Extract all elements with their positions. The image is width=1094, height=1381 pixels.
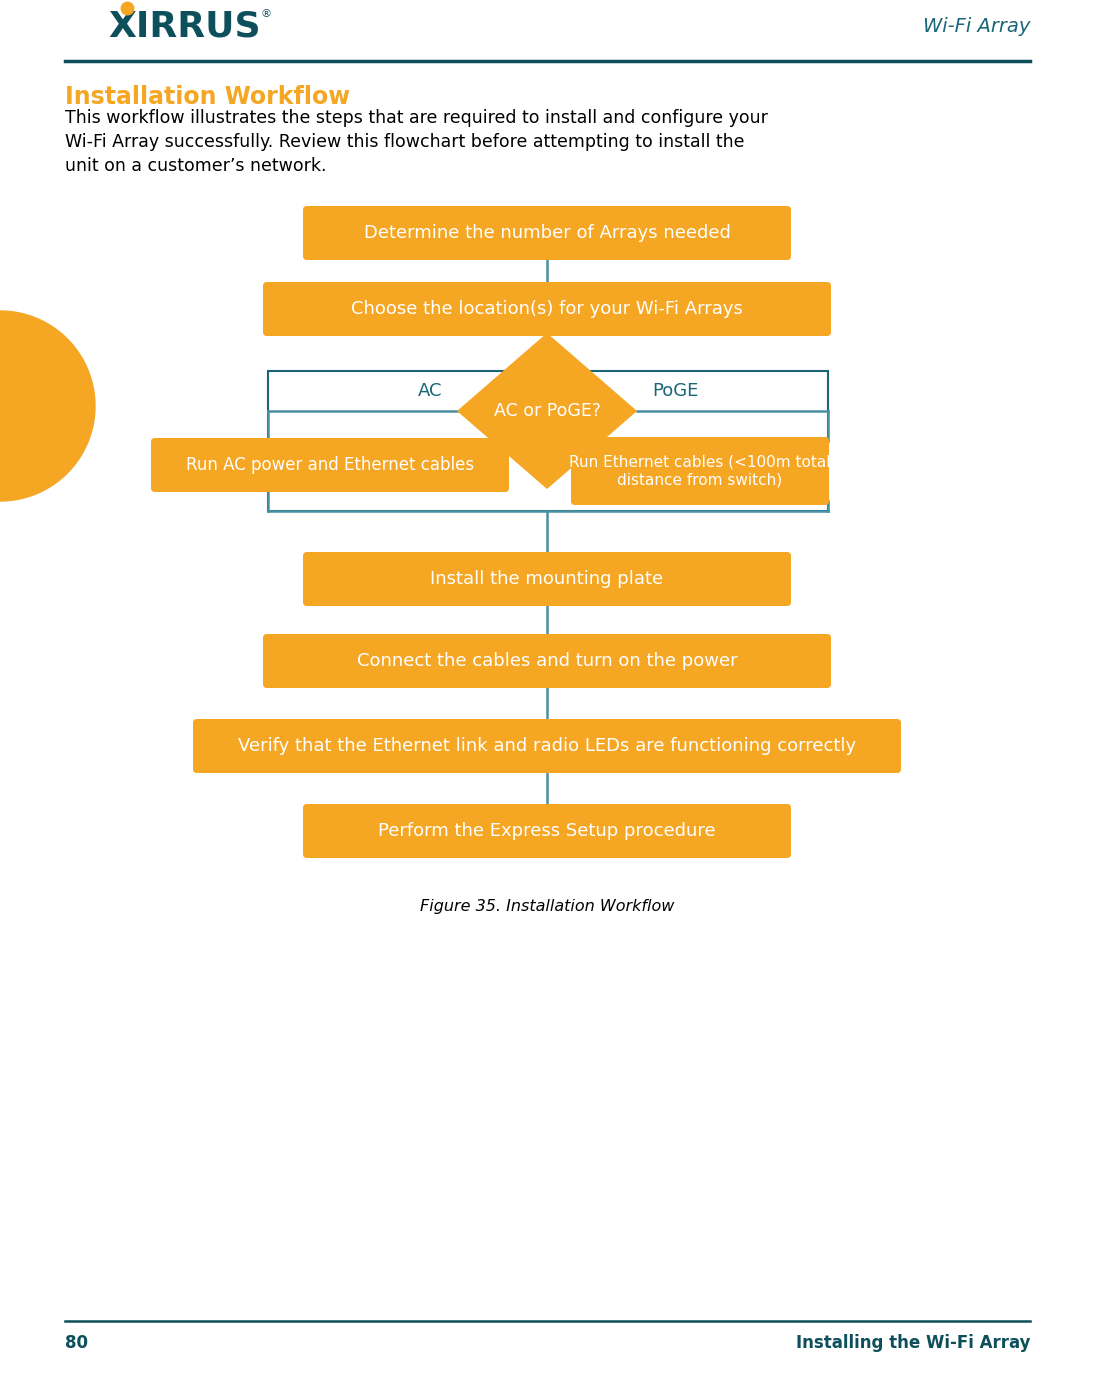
FancyBboxPatch shape [263,634,831,688]
Polygon shape [0,311,95,501]
Text: AC or PoGE?: AC or PoGE? [493,402,601,420]
FancyBboxPatch shape [571,436,829,505]
Polygon shape [457,333,637,489]
FancyBboxPatch shape [263,282,831,336]
Text: 80: 80 [65,1334,88,1352]
Text: Determine the number of Arrays needed: Determine the number of Arrays needed [363,224,731,242]
Bar [268,371,828,511]
Text: AC: AC [418,383,442,400]
Text: Run Ethernet cables (<100m total
distance from switch): Run Ethernet cables (<100m total distanc… [569,454,830,487]
Text: unit on a customer’s network.: unit on a customer’s network. [65,157,326,175]
FancyBboxPatch shape [303,804,791,858]
Text: PoGE: PoGE [652,383,698,400]
Text: Wi-Fi Array: Wi-Fi Array [922,17,1029,36]
FancyBboxPatch shape [303,552,791,606]
Text: Choose the location(s) for your Wi-Fi Arrays: Choose the location(s) for your Wi-Fi Ar… [351,300,743,318]
Text: Perform the Express Setup procedure: Perform the Express Setup procedure [379,822,715,840]
Text: Connect the cables and turn on the power: Connect the cables and turn on the power [357,652,737,670]
Text: Wi-Fi Array successfully. Review this flowchart before attempting to install the: Wi-Fi Array successfully. Review this fl… [65,133,745,151]
Text: XIRRUS: XIRRUS [108,10,261,43]
Text: ®: ® [260,10,271,19]
Text: Run AC power and Ethernet cables: Run AC power and Ethernet cables [186,456,474,474]
Text: Installing the Wi-Fi Array: Installing the Wi-Fi Array [795,1334,1029,1352]
Text: Verify that the Ethernet link and radio LEDs are functioning correctly: Verify that the Ethernet link and radio … [237,737,857,755]
Text: Installation Workflow: Installation Workflow [65,86,350,109]
Text: Figure 35. Installation Workflow: Figure 35. Installation Workflow [420,899,674,913]
FancyBboxPatch shape [193,720,901,773]
FancyBboxPatch shape [151,438,509,492]
Text: Install the mounting plate: Install the mounting plate [430,570,664,588]
Text: This workflow illustrates the steps that are required to install and configure y: This workflow illustrates the steps that… [65,109,768,127]
FancyBboxPatch shape [303,206,791,260]
